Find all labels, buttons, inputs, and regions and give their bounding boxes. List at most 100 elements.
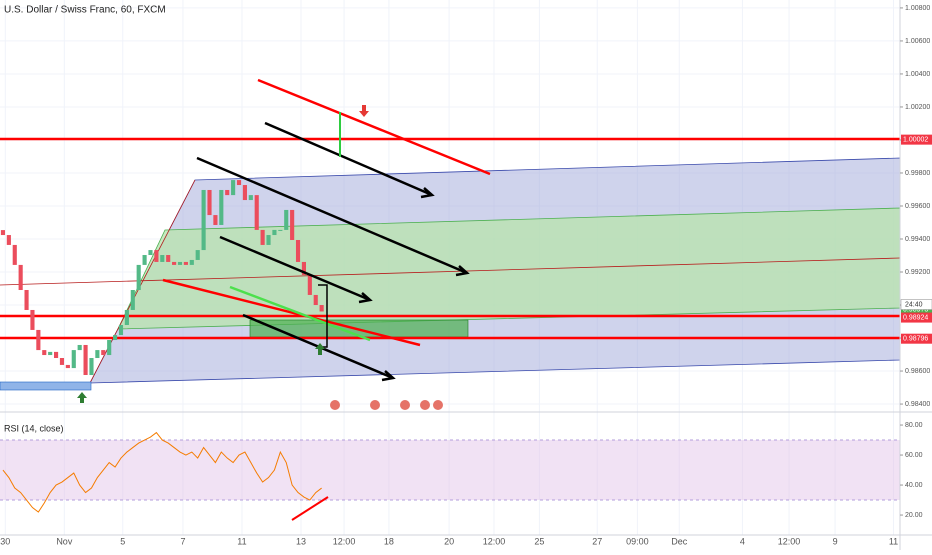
candle-body xyxy=(278,229,283,231)
x-tick-label: 12:00 xyxy=(483,536,506,546)
x-tick-label: 9 xyxy=(833,536,838,546)
y-tick-label: 1.00400 xyxy=(905,71,930,78)
candle-body xyxy=(124,309,129,325)
y-tick-label: 0.99600 xyxy=(905,203,930,210)
candle-body xyxy=(12,244,17,265)
candle-body xyxy=(77,344,82,351)
candle-body xyxy=(6,235,11,245)
candle-body xyxy=(0,230,6,236)
candle-body xyxy=(189,259,194,265)
candle-body xyxy=(65,364,70,369)
candle-body xyxy=(101,350,106,356)
candle-body xyxy=(48,351,53,356)
divergence-line xyxy=(291,496,329,521)
candle-body xyxy=(24,290,29,310)
x-tick-label: 13 xyxy=(296,536,306,546)
arrows xyxy=(196,121,470,382)
chart-title: U.S. Dollar / Swiss Franc, 60, FXCM xyxy=(4,5,166,16)
y-tick-label: 1.00800 xyxy=(905,5,930,12)
price-tag-label: 0.98973 xyxy=(903,306,928,313)
x-tick-label: 12:00 xyxy=(333,536,356,546)
x-tick-label: Nov xyxy=(56,536,73,546)
y-tick-label: 1.00600 xyxy=(905,38,930,45)
candle-body xyxy=(172,261,177,265)
x-tick-label: 27 xyxy=(592,536,602,546)
candle-body xyxy=(71,350,76,369)
x-tick-label: 30 xyxy=(0,536,10,546)
candle-body xyxy=(42,350,47,356)
candle-body xyxy=(301,261,306,275)
candle-body xyxy=(59,358,65,365)
rsi-title: RSI (14, close) xyxy=(4,423,64,433)
trend-line xyxy=(229,285,371,342)
candle-body xyxy=(30,309,35,330)
candle-body xyxy=(207,189,212,216)
x-tick-label: 7 xyxy=(180,536,185,546)
up-arrow xyxy=(315,343,325,355)
event-icons xyxy=(330,400,443,410)
x-tick-label: Dec xyxy=(671,536,688,546)
candle-body xyxy=(118,324,124,336)
candle-body xyxy=(107,340,112,356)
candle-body xyxy=(236,180,242,186)
y-tick-label: 1.00200 xyxy=(905,104,930,111)
x-tick-label: 09:00 xyxy=(626,536,649,546)
x-tick-label: 11 xyxy=(889,536,898,546)
price-tag xyxy=(901,134,932,145)
candle-body xyxy=(254,195,259,230)
candle-body xyxy=(177,261,183,265)
candle-body xyxy=(18,264,23,291)
candle-body xyxy=(307,274,312,295)
x-tick-label: 18 xyxy=(384,536,394,546)
candle-body xyxy=(154,250,159,262)
price-tag-label: 0.98796 xyxy=(903,336,928,343)
y-tick-label: 60.00 xyxy=(905,452,923,459)
candle-body xyxy=(130,290,135,310)
price-tag-label: 1.00002 xyxy=(903,136,928,143)
countdown-tag xyxy=(900,299,932,310)
x-tick-label: 20 xyxy=(444,536,454,546)
candle-body xyxy=(219,189,224,225)
x-tick-label: 4 xyxy=(740,536,745,546)
candle-body xyxy=(213,215,218,225)
y-tick-label: 0.98400 xyxy=(905,401,930,408)
candle-body xyxy=(266,235,271,245)
candle-body xyxy=(83,344,88,376)
price-tag xyxy=(901,312,932,323)
candle-body xyxy=(54,351,59,359)
candle-body xyxy=(272,229,277,236)
candle-body xyxy=(136,264,141,291)
median-line xyxy=(0,257,901,286)
candle-body xyxy=(248,195,253,201)
candle-body xyxy=(195,250,200,260)
y-tick-label: 0.98600 xyxy=(905,368,930,375)
up-arrow xyxy=(77,392,87,403)
y-tick-label: 20.00 xyxy=(905,512,923,519)
price-tag xyxy=(901,333,932,344)
candle-body xyxy=(242,185,247,201)
candle-body xyxy=(89,358,94,376)
candle-body xyxy=(113,335,118,341)
trend-line xyxy=(162,278,421,347)
x-tick-label: 11 xyxy=(237,536,246,546)
candle-body xyxy=(201,189,206,251)
candle-body xyxy=(166,255,171,262)
candle-body xyxy=(225,189,230,196)
y-tick-label: 40.00 xyxy=(905,482,923,489)
candle-body xyxy=(160,255,165,262)
candle-body xyxy=(95,350,100,359)
y-tick-label: 0.99800 xyxy=(905,170,930,177)
price-tag-label: 0.98924 xyxy=(903,314,928,321)
trend-line xyxy=(257,78,491,176)
zone xyxy=(0,381,92,391)
candle-body xyxy=(148,250,153,256)
y-tick-label: 0.99400 xyxy=(905,236,930,243)
y-tick-label: 80.00 xyxy=(905,422,923,429)
rsi-band xyxy=(0,440,900,500)
candle-body xyxy=(313,294,318,306)
candles xyxy=(0,180,324,376)
y-tick-label: 0.99200 xyxy=(905,269,930,276)
candle-body xyxy=(290,209,295,240)
x-tick-label: 25 xyxy=(534,536,544,546)
